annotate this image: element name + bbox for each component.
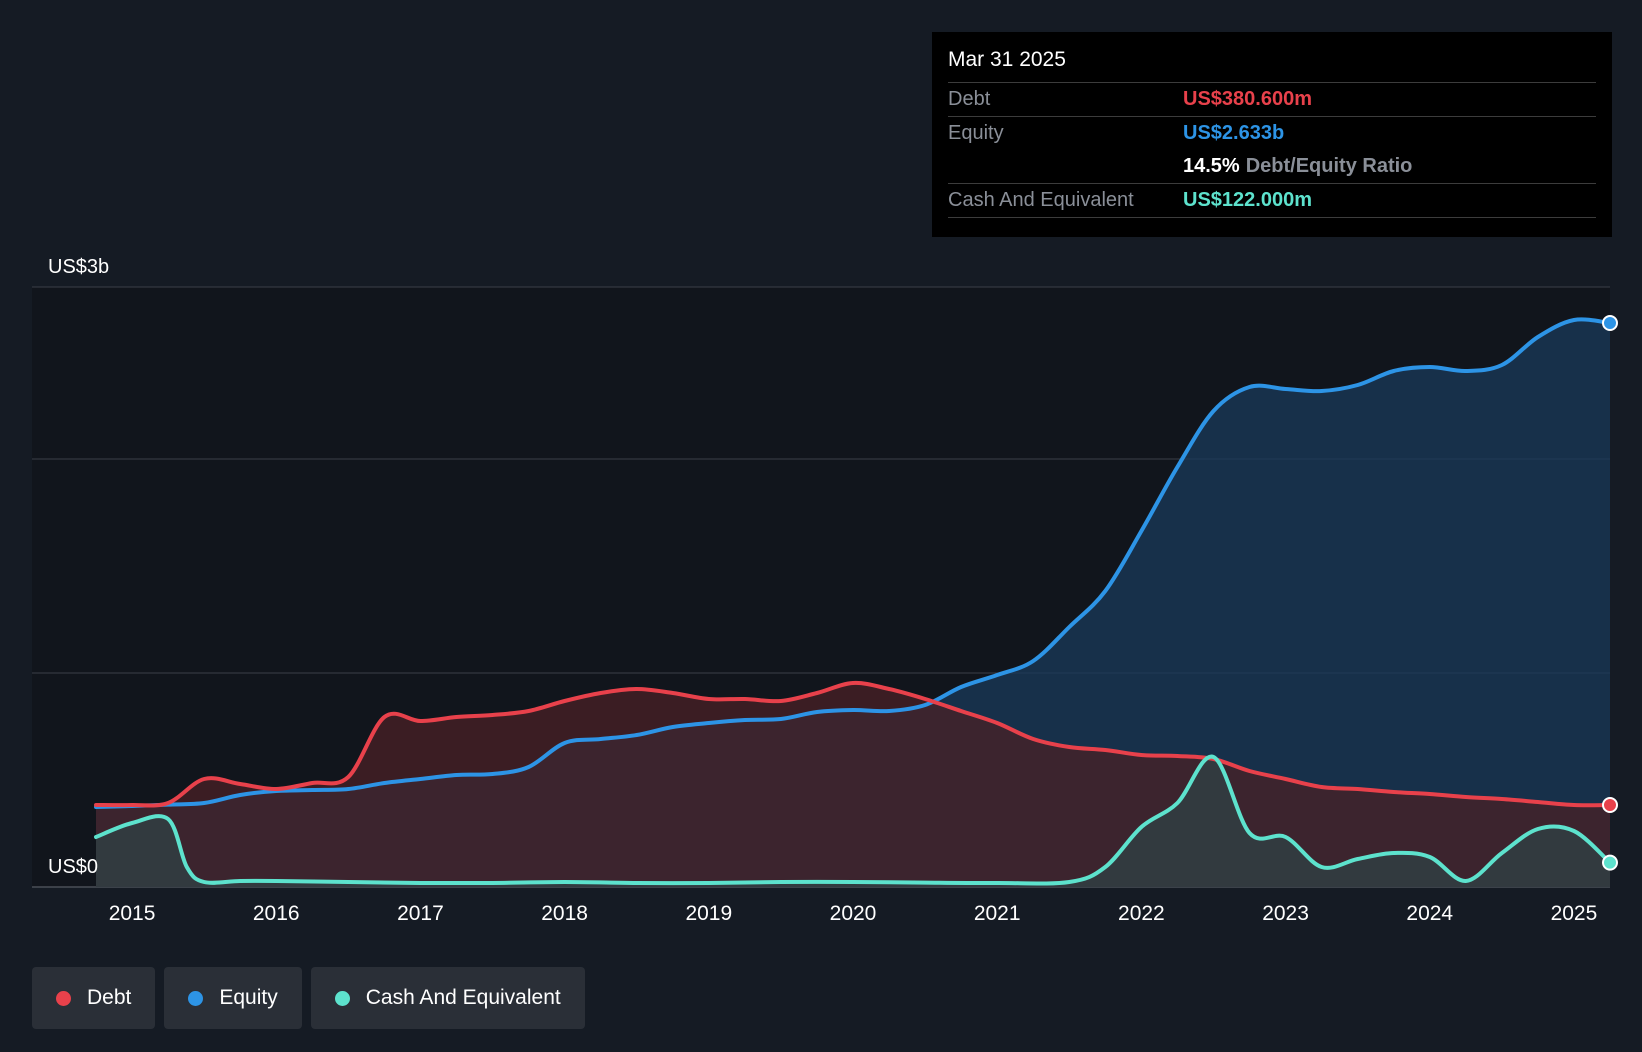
x-tick-label-2019: 2019 — [685, 902, 732, 925]
x-tick-label-2024: 2024 — [1406, 902, 1453, 925]
tooltip-ratio-value: 14.5% — [1183, 155, 1240, 177]
tooltip-cash-row: Cash And Equivalent US$122.000m — [948, 183, 1596, 218]
legend-label-debt: Debt — [87, 986, 132, 1009]
tooltip-equity-value: US$2.633b — [1183, 122, 1285, 144]
cash-and-equivalent-end-marker — [1602, 854, 1618, 871]
legend-item-debt[interactable]: Debt — [32, 967, 156, 1029]
debt-line — [94, 680, 1612, 808]
x-tick-label-2025: 2025 — [1551, 902, 1598, 925]
debt-end-marker — [1602, 797, 1618, 813]
legend-dot-debt — [56, 990, 71, 1006]
cash-and-equivalent-line — [94, 754, 1612, 886]
tooltip-equity-label: Equity — [948, 122, 1004, 144]
x-tick-label-2017: 2017 — [397, 902, 444, 925]
tooltip-date: Mar 31 2025 — [948, 48, 1066, 71]
x-tick-label-2023: 2023 — [1262, 902, 1309, 925]
tooltip: Mar 31 2025 Debt US$380.600m Equity US$2… — [932, 32, 1612, 237]
y-tick-label-zero: US$0 — [48, 856, 98, 878]
x-tick-label-2022: 2022 — [1118, 902, 1165, 925]
legend-item-equity[interactable]: Equity — [164, 967, 302, 1029]
tooltip-ratio-label: Debt/Equity Ratio — [1245, 155, 1413, 177]
x-tick-label-2018: 2018 — [541, 902, 588, 925]
tooltip-cash-value: US$122.000m — [1183, 189, 1312, 211]
legend-label-cash: Cash And Equivalent — [365, 986, 561, 1009]
legend-item-cash[interactable]: Cash And Equivalent — [310, 967, 585, 1029]
tooltip-debt-label: Debt — [948, 88, 991, 110]
x-tick-label-2021: 2021 — [974, 902, 1021, 925]
tooltip-debt-value: US$380.600m — [1183, 88, 1312, 110]
tooltip-debt-row: Debt US$380.600m — [948, 82, 1596, 116]
legend-dot-cash — [334, 990, 350, 1006]
x-tick-label-2016: 2016 — [253, 902, 300, 925]
tooltip-ratio-row: 14.5% Debt/Equity Ratio — [948, 150, 1596, 183]
x-tick-label-2015: 2015 — [109, 902, 156, 925]
legend-dot-equity — [188, 990, 204, 1006]
equity-line — [94, 317, 1612, 809]
cash-and-equivalent-area — [96, 756, 1610, 887]
equity-area — [96, 319, 1610, 887]
x-tick-label-2020: 2020 — [830, 902, 877, 925]
tooltip-cash-label: Cash And Equivalent — [948, 189, 1134, 211]
y-tick-label-top: US$3b — [48, 256, 109, 278]
legend-label-equity: Equity — [219, 986, 278, 1009]
tooltip-equity-row: Equity US$2.633b — [948, 116, 1596, 150]
equity-end-marker — [1602, 315, 1618, 331]
legend: Debt Equity Cash And Equivalent — [32, 967, 585, 1029]
